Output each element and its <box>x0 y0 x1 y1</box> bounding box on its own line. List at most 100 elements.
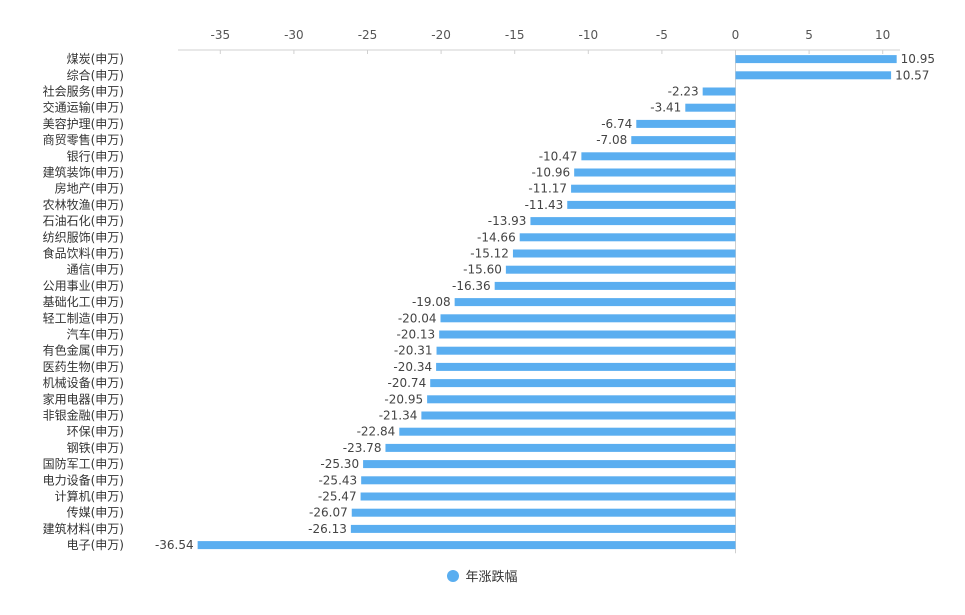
data-label: -19.08 <box>412 295 451 309</box>
category-label: 计算机(申万) <box>55 489 124 504</box>
category-label: 公用事业(申万) <box>43 279 124 293</box>
bar <box>361 476 736 485</box>
bar <box>363 460 736 469</box>
data-label: -20.04 <box>398 311 437 325</box>
x-tick-label: -35 <box>210 28 230 42</box>
bar <box>567 200 736 209</box>
data-label: -25.43 <box>318 473 357 487</box>
data-label: -16.36 <box>452 279 491 293</box>
data-label: -20.31 <box>394 344 433 358</box>
category-label: 轻工制造(申万) <box>43 311 124 325</box>
data-label: -11.43 <box>525 198 564 212</box>
bar <box>350 524 736 533</box>
bar-chart: -35 -30 -25 -20 -15 -10 -5 0 5 10 煤炭(申万) 10.95 综合(申万… <box>43 28 935 554</box>
category-label: 石油石化(申万) <box>43 214 124 228</box>
bar <box>574 168 736 177</box>
category-label: 医药生物(申万) <box>43 360 124 374</box>
bar <box>399 427 736 436</box>
data-label: -10.96 <box>531 166 570 180</box>
x-tick-label: 0 <box>732 28 740 42</box>
category-label: 机械设备(申万) <box>43 375 124 390</box>
x-tick-label: 5 <box>805 28 813 42</box>
category-label: 交通运输(申万) <box>43 100 124 115</box>
data-label: -21.34 <box>379 409 418 423</box>
bar <box>494 281 736 290</box>
bar <box>581 152 736 161</box>
data-label: -22.84 <box>357 425 396 439</box>
data-label: -25.30 <box>320 457 359 471</box>
data-label: -20.13 <box>396 328 435 342</box>
category-label: 通信(申万) <box>67 263 124 277</box>
data-label: -14.66 <box>477 230 516 244</box>
category-label: 家用电器(申万) <box>43 391 124 406</box>
category-label: 房地产(申万) <box>55 181 124 196</box>
data-label: -7.08 <box>596 133 627 147</box>
bar <box>571 184 736 193</box>
category-label: 食品饮料(申万) <box>43 246 124 261</box>
bar <box>197 541 736 550</box>
data-label: 10.57 <box>895 68 929 82</box>
bar <box>351 508 736 517</box>
x-tick-label: -10 <box>578 28 598 42</box>
bar <box>439 330 736 339</box>
x-tick-label: -30 <box>284 28 304 42</box>
bar <box>512 249 736 258</box>
data-label: -25.47 <box>318 490 357 504</box>
category-label: 社会服务(申万) <box>43 84 124 99</box>
category-label: 国防军工(申万) <box>43 456 124 471</box>
category-label: 传媒(申万) <box>67 505 124 520</box>
category-label: 有色金属(申万) <box>43 343 124 358</box>
data-label: -10.47 <box>539 149 578 163</box>
bar <box>436 362 736 371</box>
data-label: -26.07 <box>309 506 348 520</box>
category-label: 汽车(申万) <box>67 327 124 342</box>
bar <box>530 217 736 226</box>
legend-marker <box>447 570 460 582</box>
bar <box>421 411 736 420</box>
category-label: 建筑装饰(申万) <box>43 165 124 180</box>
category-label: 钢铁(申万) <box>67 441 124 455</box>
bar <box>436 346 736 355</box>
data-label: -3.41 <box>650 101 681 115</box>
bar <box>735 55 897 64</box>
legend[interactable]: 年涨跌幅 <box>0 566 965 585</box>
category-label: 纺织服饰(申万) <box>43 230 124 244</box>
data-label: -20.34 <box>393 360 432 374</box>
bar <box>454 298 736 307</box>
data-label: -36.54 <box>155 538 194 552</box>
data-label: -20.74 <box>388 376 427 390</box>
data-label: -13.93 <box>488 214 527 228</box>
x-tick-label: 10 <box>875 28 890 42</box>
category-label: 环保(申万) <box>67 425 124 439</box>
data-label: -15.12 <box>470 247 509 261</box>
bar <box>631 136 736 145</box>
category-label: 煤炭(申万) <box>67 52 124 66</box>
bar <box>385 443 736 452</box>
bar <box>519 233 736 242</box>
bar <box>685 103 736 112</box>
x-tick-label: -5 <box>656 28 668 42</box>
data-label: -20.95 <box>384 392 423 406</box>
category-label: 综合(申万) <box>67 67 124 82</box>
bar <box>360 492 736 501</box>
category-label: 农林牧渔(申万) <box>43 198 124 212</box>
bar <box>430 379 736 388</box>
category-label: 美容护理(申万) <box>43 116 124 131</box>
category-label: 银行(申万) <box>67 149 124 163</box>
category-label: 电子(申万) <box>67 538 124 552</box>
category-label: 商贸零售(申万) <box>43 132 124 147</box>
bar <box>427 395 736 404</box>
bar <box>735 71 892 80</box>
category-label: 电力设备(申万) <box>43 473 124 487</box>
bar <box>636 119 736 128</box>
data-label: -2.23 <box>668 85 699 99</box>
bar <box>702 87 736 96</box>
data-label: -26.13 <box>308 522 347 536</box>
bar <box>505 265 736 274</box>
x-tick-label: -15 <box>505 28 525 42</box>
category-label: 基础化工(申万) <box>43 295 124 309</box>
category-label: 建筑材料(申万) <box>43 521 124 536</box>
category-label: 非银金融(申万) <box>43 408 124 423</box>
data-label: -11.17 <box>528 182 567 196</box>
data-label: 10.95 <box>901 52 935 66</box>
